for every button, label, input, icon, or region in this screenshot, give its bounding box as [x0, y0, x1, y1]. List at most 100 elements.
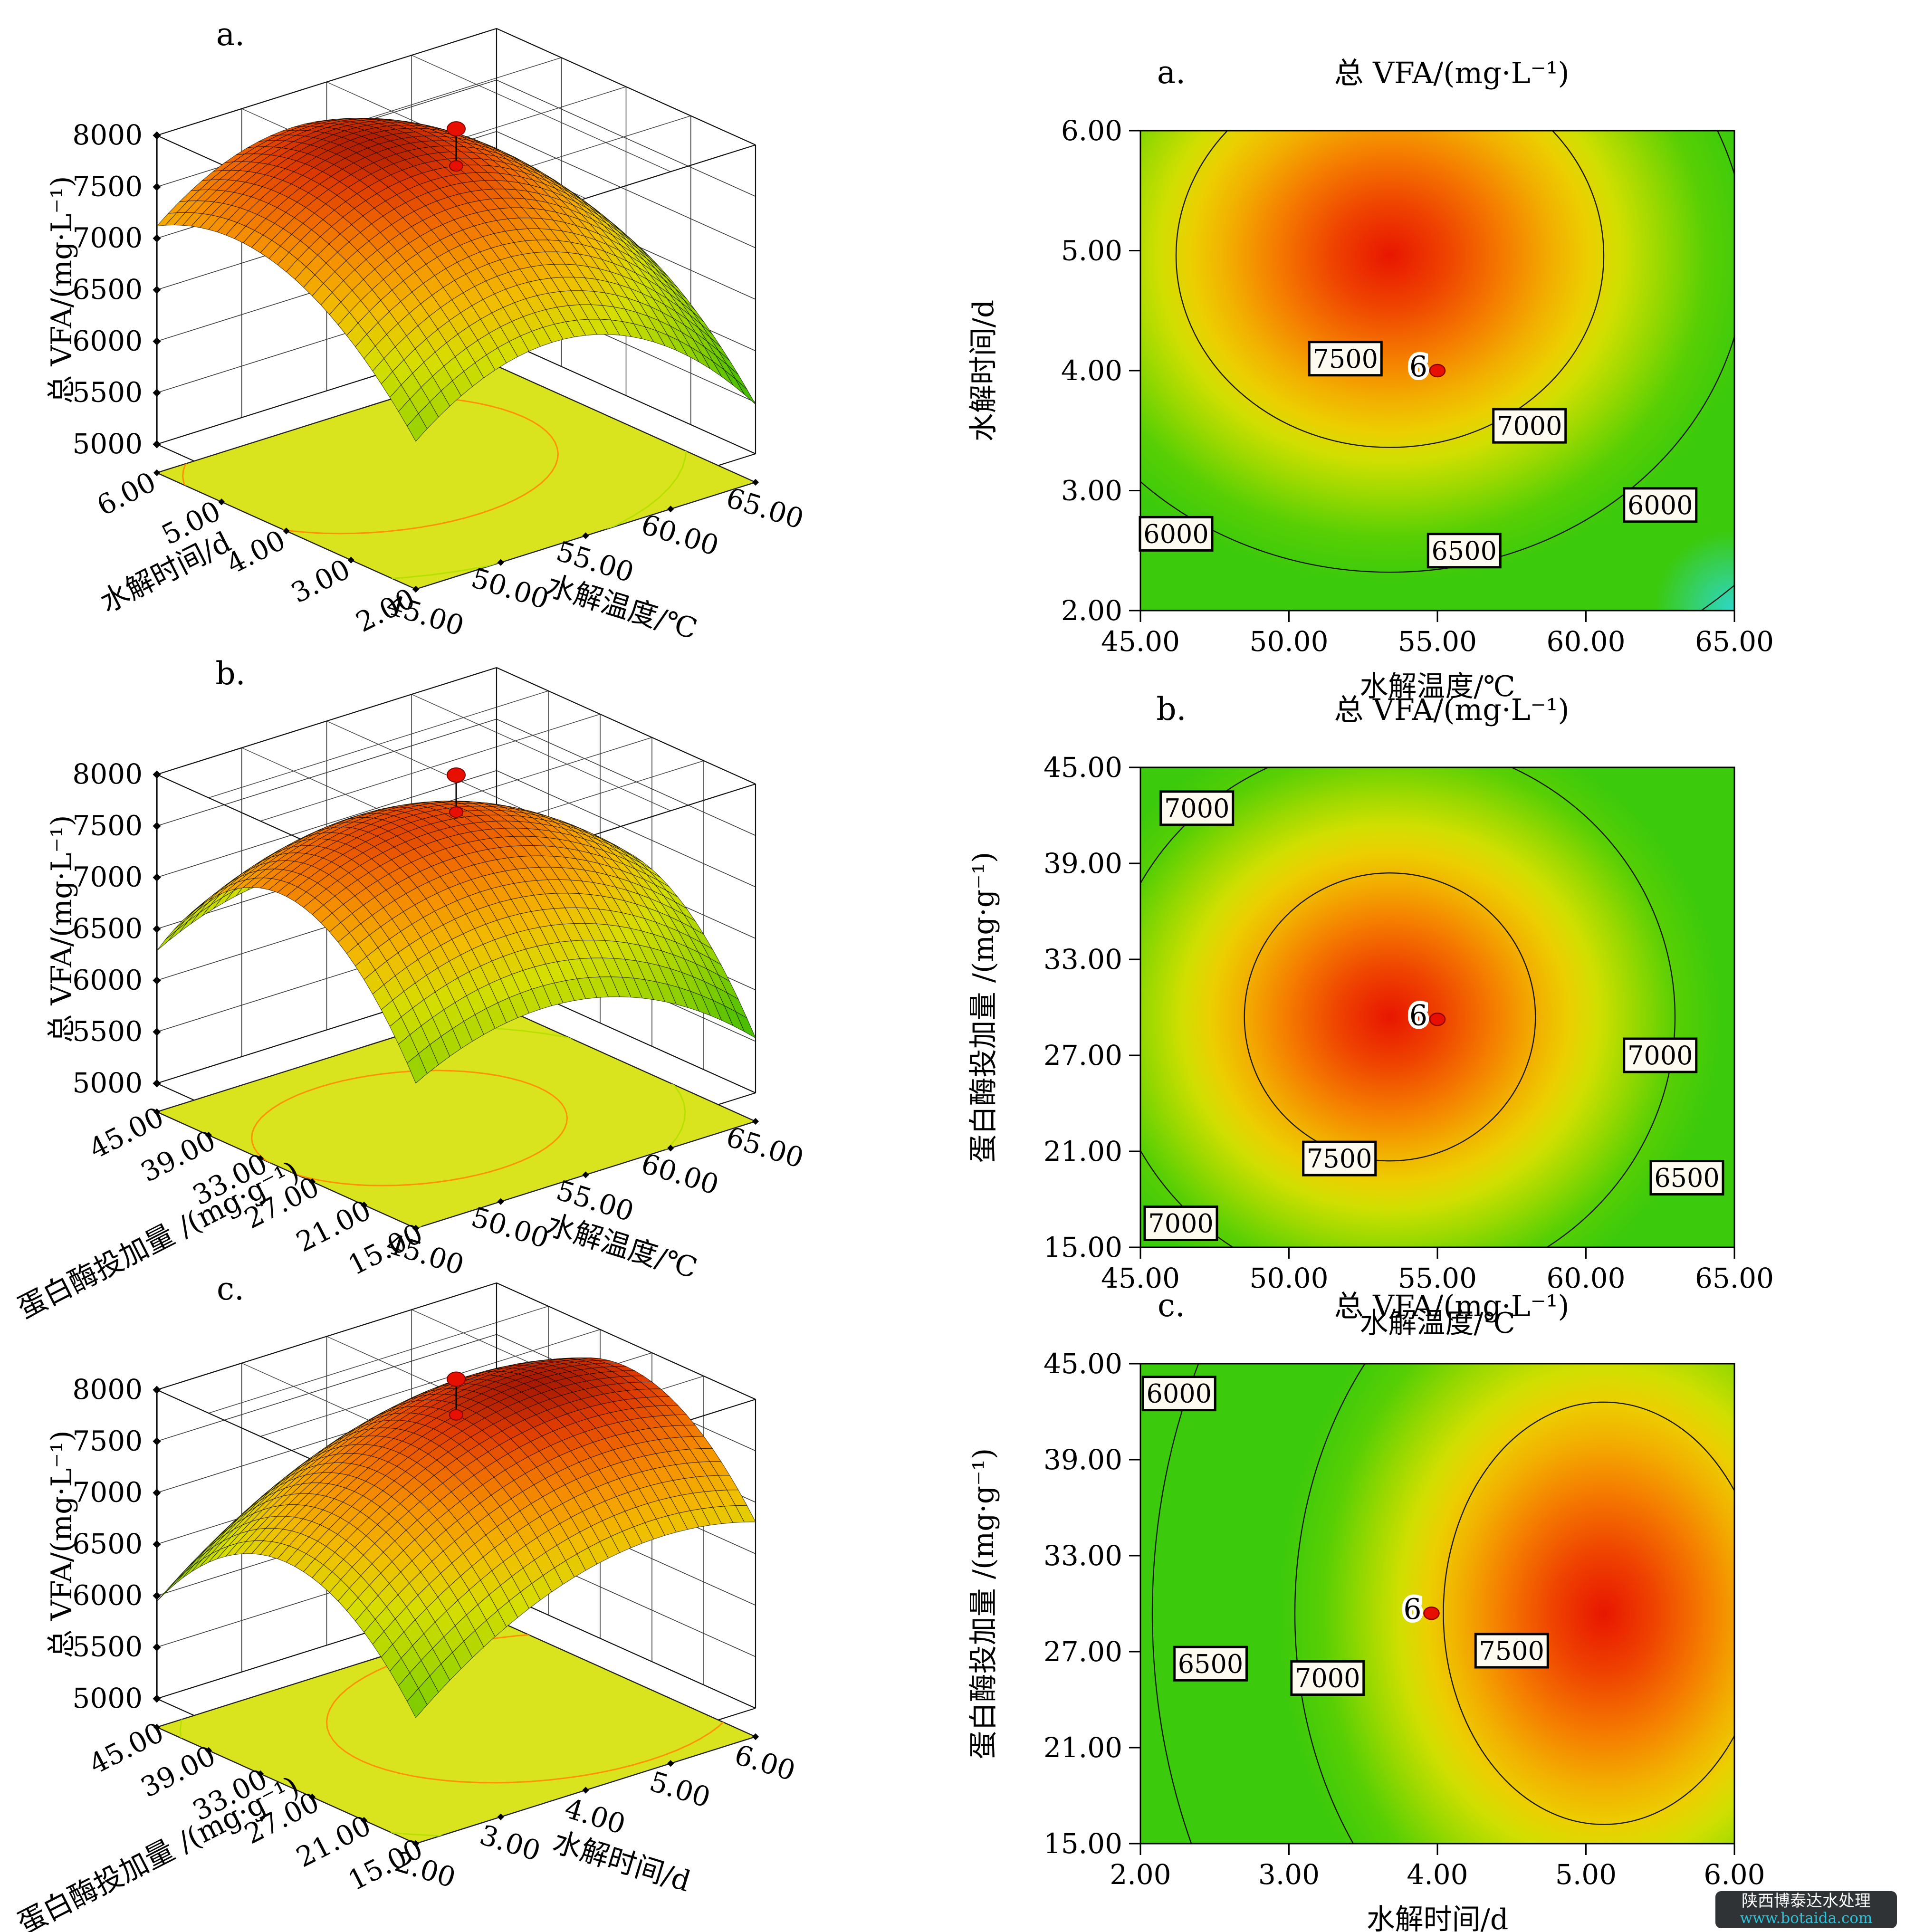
- z-tick-marker: [153, 1079, 161, 1088]
- y-tick-label: 15.00: [1043, 1231, 1122, 1263]
- z-tick-marker: [153, 925, 161, 933]
- contour-label-text: 7000: [1497, 411, 1562, 441]
- contour-label-text: 7500: [1479, 1636, 1544, 1666]
- x-tick-label: 65.00: [1695, 625, 1774, 658]
- plot-title: 总 VFA/(mg·L⁻¹): [1334, 692, 1569, 727]
- base-contour-ring: [325, 1632, 739, 1784]
- z-tick-label: 6000: [72, 964, 143, 996]
- x-tick-label: 55.00: [1398, 625, 1477, 658]
- contour-line-7500: [1175, 131, 1605, 448]
- y-tick-label: 5.00: [1061, 235, 1122, 267]
- z-axis-title: 总 VFA/(mg·L⁻¹): [45, 176, 78, 403]
- z-tick-marker: [153, 389, 161, 397]
- right-axis-tick-label: 2.00: [391, 1845, 459, 1894]
- z-tick-label: 8000: [72, 119, 143, 151]
- z-tick-label: 7000: [72, 222, 143, 254]
- y-tick-label: 6.00: [1061, 115, 1122, 147]
- panel-letter: b.: [1156, 691, 1186, 727]
- z-tick-label: 7000: [72, 1476, 143, 1509]
- design-point-on-surface: [449, 1409, 463, 1421]
- contour-label-text: 7000: [1164, 794, 1229, 823]
- contour-label-box: [1623, 487, 1698, 523]
- contour-label-box: [1308, 341, 1383, 377]
- z-tick-marker: [153, 1028, 161, 1036]
- z-tick-label: 7000: [72, 861, 143, 893]
- contour-line-7000: [1140, 131, 1734, 573]
- design-point-count-label: 6: [1403, 1593, 1421, 1626]
- x-tick-label: 50.00: [1249, 1262, 1328, 1294]
- x-tick-label: 60.00: [1546, 625, 1625, 658]
- contour-label-box: [1426, 533, 1502, 569]
- z-tick-label: 5000: [72, 1682, 143, 1714]
- surface-plot-b: b. 8000 7500 7000 6500 6000 5500 5000 总 VFA/(mg·…: [12, 655, 807, 1325]
- z-tick-label: 5000: [72, 1067, 143, 1099]
- contour-gradient-field: [1140, 767, 1734, 1247]
- z-tick-marker: [153, 976, 161, 985]
- z-tick-label: 6000: [72, 1579, 143, 1611]
- x-axis-title: 水解温度/℃: [1359, 670, 1515, 703]
- z-tick-marker: [153, 182, 161, 191]
- z-tick-label: 6500: [72, 1528, 143, 1560]
- design-point-markers: [447, 1371, 466, 1421]
- contour-label-text: 6000: [1627, 490, 1693, 520]
- contour-label-box: [1139, 516, 1214, 552]
- z-tick-label: 6000: [72, 325, 143, 357]
- panel-letter: a.: [216, 16, 245, 53]
- x-tick-label: 55.00: [1398, 1262, 1477, 1294]
- panel-letter: b.: [215, 655, 245, 692]
- contour-label-text: 7000: [1148, 1209, 1213, 1239]
- y-tick-label: 27.00: [1043, 1636, 1122, 1668]
- panel-letter: c.: [1158, 1287, 1185, 1324]
- x-tick-label: 4.00: [1407, 1858, 1468, 1891]
- y-tick-label: 33.00: [1043, 1540, 1122, 1572]
- contour-label-box: [1474, 1633, 1549, 1669]
- z-tick-marker: [153, 337, 161, 345]
- y-tick-label: 4.00: [1061, 354, 1122, 387]
- right-axis-tick-label: 5.00: [646, 1765, 714, 1814]
- contour-line-7500: [1443, 1401, 1734, 1825]
- contour-line-7000: [1140, 767, 1676, 1247]
- contour-line-7000: [1294, 1364, 1366, 1844]
- base-contour-ring: [157, 366, 687, 582]
- x-tick-label: 50.00: [1249, 625, 1328, 658]
- y-tick-label: 3.00: [1061, 475, 1122, 507]
- surface-mesh: [156, 1357, 756, 1718]
- contour-label-text: 6000: [1147, 1379, 1212, 1409]
- contour-line-7500: [1244, 872, 1536, 1162]
- design-point-count-label: 6: [1409, 350, 1427, 383]
- y-tick-label: 39.00: [1043, 847, 1122, 880]
- y-tick-label: 45.00: [1043, 1348, 1122, 1380]
- contour-label-box: [1159, 790, 1235, 826]
- watermark-box: [1715, 1891, 1897, 1928]
- contour-label-box: [1173, 1645, 1248, 1682]
- z-tick-label: 5500: [72, 1631, 143, 1663]
- x-axis-title: 水解时间/d: [1367, 1903, 1509, 1932]
- z-axis-title: 总 VFA/(mg·L⁻¹): [45, 1430, 78, 1658]
- plot-title: 总 VFA/(mg·L⁻¹): [1334, 1289, 1569, 1323]
- right-axis-tick-label: 6.00: [731, 1738, 799, 1787]
- z-axis: 8000 7500 7000 6500 6000 5500 5000: [72, 119, 161, 460]
- z-tick-label: 7500: [72, 170, 143, 202]
- surface-plot-a: a. 8000 7500 7000 6500 6000 5500 5000 总 VFA/(mg·…: [45, 16, 807, 646]
- y-tick-label: 21.00: [1043, 1135, 1122, 1167]
- z-tick-marker: [153, 440, 161, 449]
- right-axis-tick-label: 3.00: [476, 1818, 544, 1867]
- right-axis-tick-label: 45.00: [383, 588, 468, 642]
- right-axis-title: 水解时间/d: [549, 1825, 694, 1898]
- z-tick-marker: [153, 1489, 161, 1497]
- design-point-on-surface: [449, 806, 463, 818]
- x-tick-label: 2.00: [1110, 1858, 1171, 1891]
- contour-label-text: 7500: [1313, 344, 1378, 374]
- right-axis-tick-label: 60.00: [638, 1147, 723, 1201]
- z-tick-marker: [153, 1643, 161, 1652]
- watermark-line1: 陕西博泰达水处理: [1742, 1892, 1871, 1911]
- z-axis: 8000 7500 7000 6500 6000 5500 5000: [72, 1373, 161, 1714]
- y-tick-label: 2.00: [1061, 594, 1122, 627]
- z-tick-label: 5500: [72, 376, 143, 409]
- y-tick-label: 27.00: [1043, 1039, 1122, 1071]
- z-tick-label: 8000: [72, 1373, 143, 1406]
- contour-label-box: [1141, 1376, 1216, 1412]
- design-point-above-surface: [447, 1371, 466, 1387]
